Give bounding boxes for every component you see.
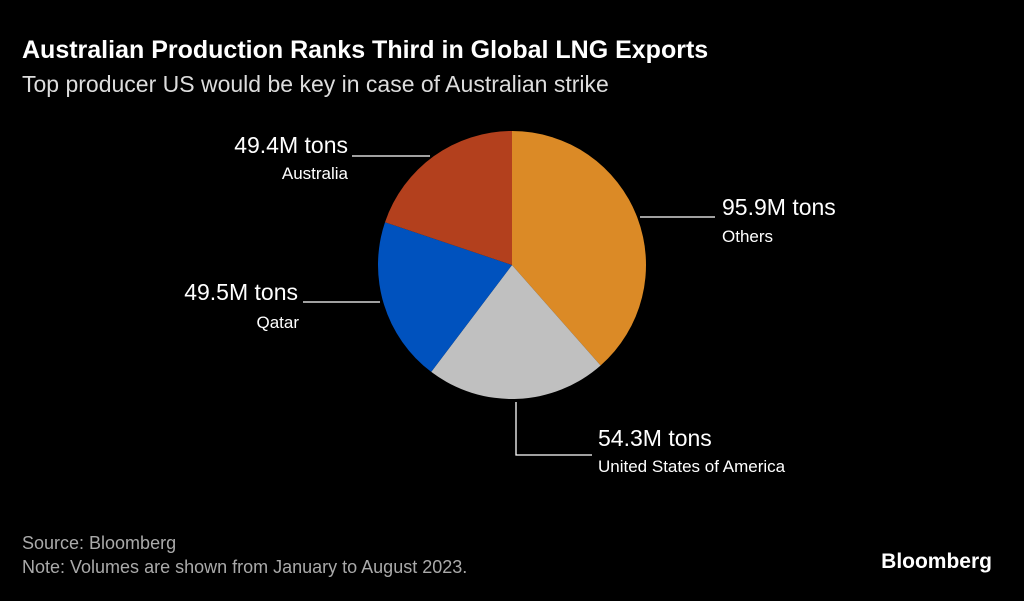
pie-slice-others	[512, 131, 646, 366]
volume-note: Note: Volumes are shown from January to …	[22, 557, 467, 577]
category-label-australia: Australia	[282, 164, 349, 183]
data-label-united-states-of-america: 54.3M tons	[598, 425, 712, 451]
category-label-others: Others	[722, 227, 773, 246]
chart-title: Australian Production Ranks Third in Glo…	[22, 36, 708, 64]
pie-slice-qatar	[378, 222, 512, 372]
chart-subtitle: Top producer US would be key in case of …	[22, 71, 609, 97]
pie-slice-australia	[385, 131, 512, 265]
bloomberg-logo: Bloomberg	[881, 550, 992, 573]
pie-slice-united-states-of-america	[431, 265, 601, 399]
category-label-united-states-of-america: United States of America	[598, 457, 786, 476]
data-label-qatar: 49.5M tons	[184, 279, 298, 305]
leader-line-united-states-of-america	[515, 402, 592, 456]
category-label-qatar: Qatar	[256, 313, 299, 332]
source-note: Source: Bloomberg	[22, 533, 176, 553]
data-label-others: 95.9M tons	[722, 194, 836, 220]
data-label-australia: 49.4M tons	[234, 132, 348, 158]
